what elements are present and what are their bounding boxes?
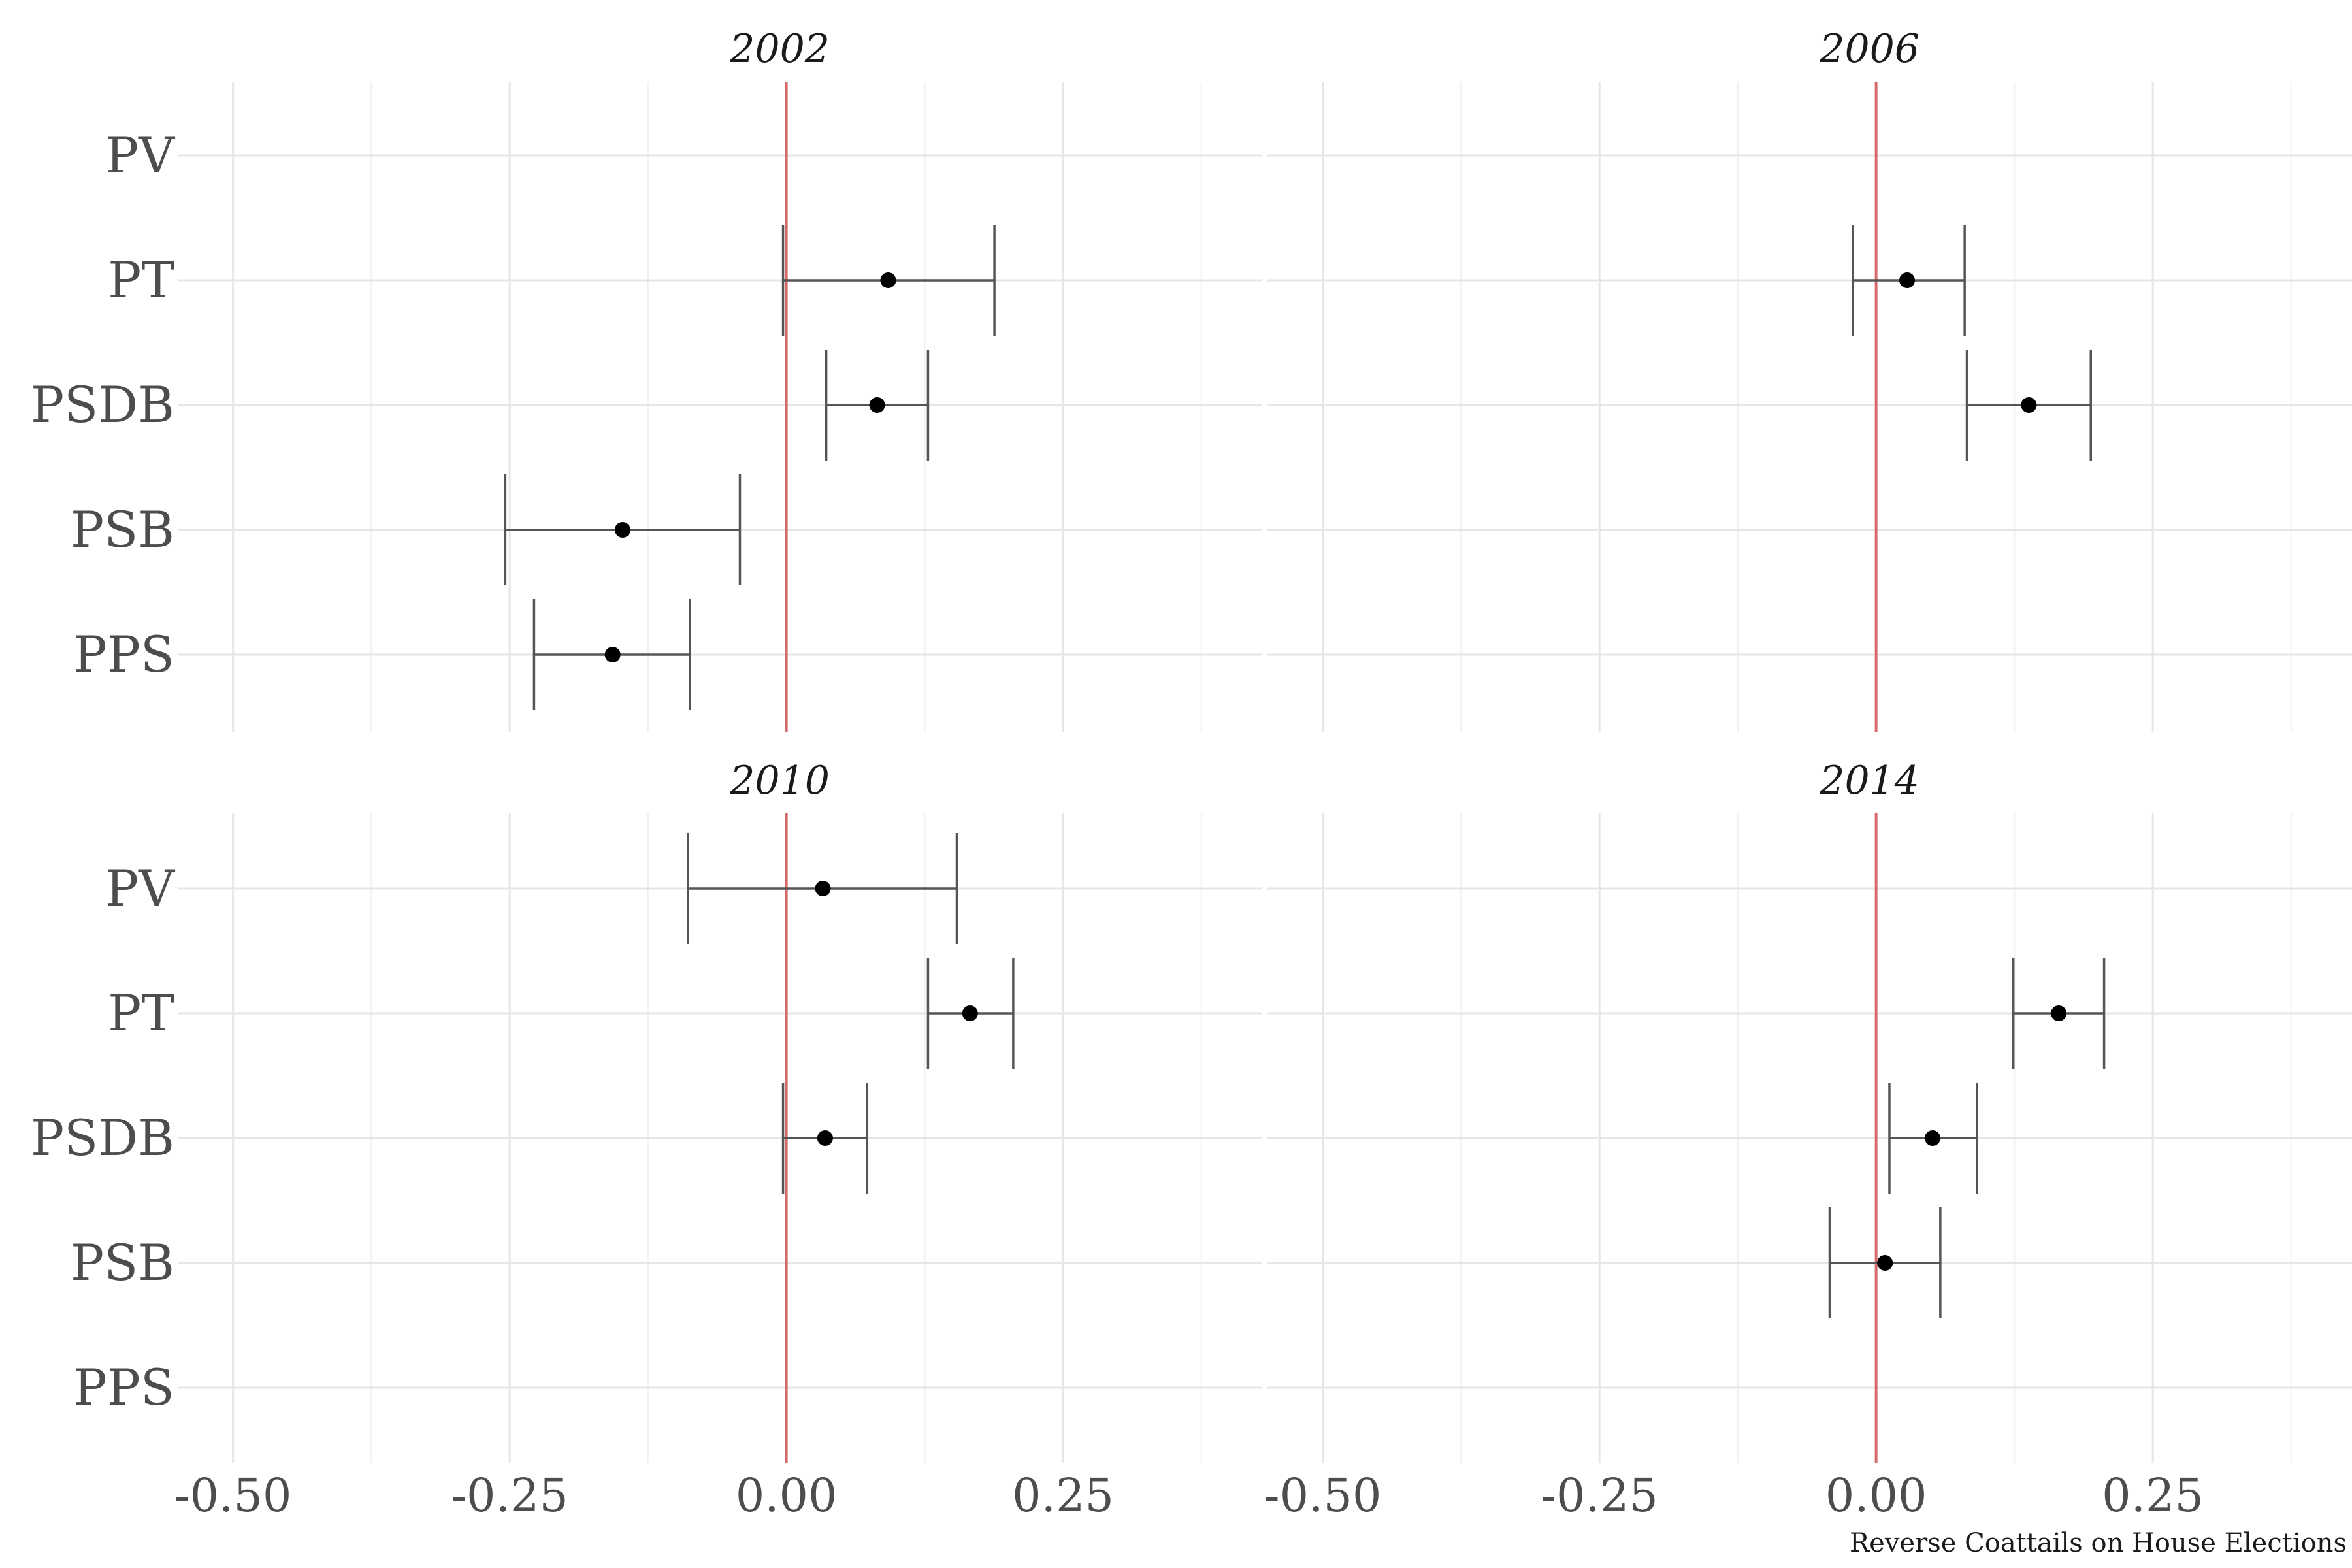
y-tick-label: PSB: [71, 1233, 174, 1292]
estimate-point: [869, 397, 885, 413]
facet-title: 2010: [729, 758, 830, 804]
x-tick-label: -0.50: [1264, 1469, 1382, 1522]
estimate-point: [880, 272, 896, 288]
y-tick-label: PT: [108, 251, 174, 309]
x-tick-label: 0.00: [736, 1469, 838, 1522]
facet-panel-2010: 2010 PV PT PSDB PSB PPS-0.50 -0.25 0.00 0.25: [31, 758, 1262, 1522]
estimate-point: [962, 1005, 978, 1021]
facet-panel-2014: 2014 -0.50 -0.25 0.00 0.25: [1264, 758, 2352, 1522]
y-tick-label: PV: [105, 859, 175, 917]
y-tick-label: PSDB: [31, 1109, 174, 1167]
y-tick-label: PV: [105, 126, 175, 184]
estimate-point: [614, 522, 630, 538]
y-tick-label: PSDB: [31, 376, 174, 434]
estimate-point: [2021, 397, 2037, 413]
y-tick-label: PPS: [74, 1358, 174, 1416]
x-tick-label: -0.25: [1541, 1469, 1658, 1522]
estimate-point: [1899, 272, 1916, 288]
estimate-point: [815, 881, 831, 896]
facet-title: 2002: [729, 26, 830, 72]
x-tick-label: -0.50: [174, 1469, 292, 1522]
estimate-point: [604, 647, 621, 662]
facet-panels: 2002 PV PT PSDB PSB PPS 2006 2010 PV PT PSDB PSB PPS…: [31, 26, 2352, 1522]
facet-title: 2006: [1819, 26, 1919, 72]
estimate-point: [2051, 1005, 2067, 1021]
x-tick-label: 0.25: [2102, 1469, 2204, 1522]
estimate-point: [817, 1130, 833, 1146]
estimate-point: [1925, 1130, 1941, 1146]
y-tick-label: PT: [108, 984, 174, 1042]
x-tick-label: -0.25: [451, 1469, 568, 1522]
x-tick-label: 0.00: [1825, 1469, 1927, 1522]
estimate-point: [1877, 1255, 1893, 1271]
chart-caption: Reverse Coattails on House Elections: [1850, 1528, 2347, 1558]
facet-panel-2006: 2006: [1267, 26, 2352, 732]
facet-title: 2014: [1819, 758, 1919, 804]
facet-panel-2002: 2002 PV PT PSDB PSB PPS: [31, 26, 1262, 732]
y-tick-label: PPS: [74, 625, 174, 683]
x-tick-label: 0.25: [1012, 1469, 1114, 1522]
y-tick-label: PSB: [71, 500, 174, 559]
